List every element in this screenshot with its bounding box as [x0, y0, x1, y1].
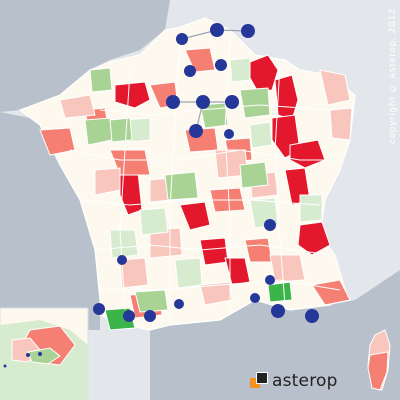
location-marker[interactable]: [117, 255, 127, 265]
location-marker[interactable]: [189, 124, 203, 138]
department-patch[interactable]: [319, 69, 351, 106]
department-patches[interactable]: [39, 47, 353, 331]
department-patch[interactable]: [174, 257, 203, 289]
location-marker[interactable]: [305, 309, 319, 323]
paris-inset[interactable]: [0, 307, 89, 400]
location-marker[interactable]: [225, 95, 239, 109]
copyright-text: copyright © asterop, 2012: [388, 8, 398, 144]
location-marker[interactable]: [265, 275, 275, 285]
location-marker[interactable]: [166, 95, 180, 109]
asterop-logo-icon: [250, 372, 268, 390]
department-patch[interactable]: [89, 67, 113, 93]
location-marker[interactable]: [224, 129, 234, 139]
department-patch[interactable]: [59, 94, 96, 119]
brand-name: asterop: [272, 371, 338, 391]
location-marker[interactable]: [93, 303, 105, 315]
location-marker[interactable]: [144, 310, 156, 322]
department-patch[interactable]: [164, 171, 199, 201]
location-markers[interactable]: [93, 23, 319, 323]
location-marker[interactable]: [210, 23, 224, 37]
department-patch[interactable]: [249, 121, 273, 149]
department-patch[interactable]: [179, 201, 211, 231]
department-patch[interactable]: [39, 127, 76, 156]
location-marker[interactable]: [123, 310, 135, 322]
location-marker[interactable]: [271, 304, 285, 318]
location-marker[interactable]: [196, 95, 210, 109]
department-patch[interactable]: [297, 221, 331, 256]
department-patch[interactable]: [84, 117, 113, 146]
department-patch[interactable]: [109, 117, 133, 143]
location-marker[interactable]: [176, 33, 188, 45]
department-borders: [69, 34, 341, 320]
department-patch[interactable]: [299, 194, 323, 223]
department-patch[interactable]: [199, 237, 229, 266]
department-patch[interactable]: [109, 229, 139, 259]
location-marker[interactable]: [250, 293, 260, 303]
department-patch[interactable]: [229, 57, 251, 83]
location-marker[interactable]: [184, 65, 196, 77]
mediterranean-sea: [150, 270, 400, 400]
department-patch[interactable]: [267, 281, 293, 303]
brand-logo[interactable]: asterop: [250, 371, 338, 391]
department-patch[interactable]: [114, 81, 151, 109]
corsica-south[interactable]: [367, 351, 389, 391]
department-patch[interactable]: [139, 207, 169, 236]
department-patch[interactable]: [311, 279, 351, 306]
location-marker[interactable]: [215, 59, 227, 71]
atlantic-sea: [0, 0, 170, 112]
location-marker[interactable]: [174, 299, 184, 309]
department-patch[interactable]: [239, 161, 269, 189]
location-marker[interactable]: [264, 219, 276, 231]
department-patch[interactable]: [239, 87, 271, 119]
department-patch[interactable]: [119, 257, 149, 289]
department-patch[interactable]: [94, 167, 121, 196]
department-patch[interactable]: [289, 139, 326, 169]
bay-of-biscay: [0, 112, 100, 330]
department-patch[interactable]: [134, 289, 169, 313]
department-patch[interactable]: [269, 254, 306, 283]
department-patch[interactable]: [329, 107, 353, 141]
department-patch[interactable]: [244, 237, 273, 263]
department-patch[interactable]: [199, 281, 233, 306]
location-marker[interactable]: [241, 24, 255, 38]
